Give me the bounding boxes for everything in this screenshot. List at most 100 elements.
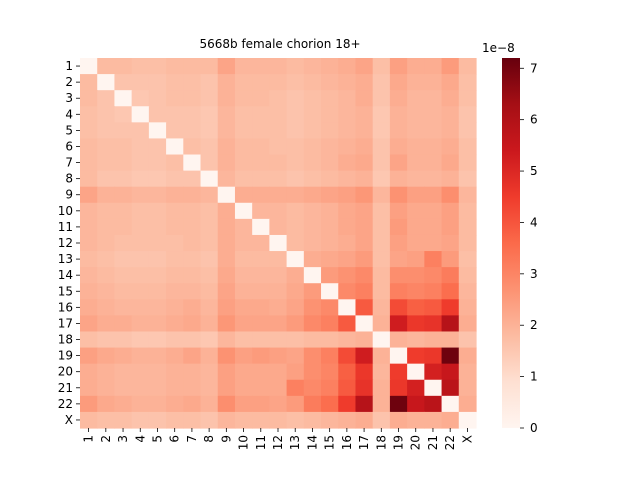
x-tick-label-7: 7 [185,435,199,443]
heatmap-cell-14-15 [321,267,339,284]
heatmap-cell-2-17 [355,74,374,91]
heatmap-cell-20-8 [200,363,219,381]
heatmap-cell-18-20 [407,331,425,349]
heatmap-cell-1-18 [372,58,391,75]
heatmap-cell-13-12 [269,251,288,268]
heatmap-cell-7-4 [131,154,150,172]
heatmap-cell-17-15 [321,315,339,333]
y-tick-label-3: 3 [65,91,73,105]
heatmap-cell-3-21 [424,90,443,107]
heatmap-cell-11-5 [148,218,167,236]
heatmap-cell-14-4 [131,267,150,284]
heatmap-cell-18-X [458,331,477,349]
heatmap-cell-12-16 [338,234,357,252]
heatmap-cell-17-4 [131,315,150,333]
x-tick-label-4: 4 [133,435,147,443]
heatmap-cell-8-22 [441,170,460,188]
heatmap-cell-9-7 [183,186,202,204]
x-tick-label-20: 20 [409,435,423,450]
heatmap-cell-2-2 [97,74,116,91]
heatmap-cell-10-12 [269,202,288,220]
heatmap-cell-18-19 [389,331,408,349]
heatmap-cell-1-X [458,58,477,75]
heatmap-cell-8-5 [148,170,167,188]
heatmap-cell-21-8 [200,379,219,397]
heatmap-cell-16-2 [97,299,116,316]
heatmap-cell-13-13 [286,251,305,268]
heatmap-cell-13-5 [148,251,167,268]
heatmap-cell-12-6 [166,234,184,252]
heatmap-cell-19-22 [441,347,460,365]
heatmap-cell-7-1 [80,154,98,172]
heatmap-cell-7-14 [303,154,322,172]
heatmap-cell-15-X [458,283,477,300]
heatmap-cell-20-3 [114,363,133,381]
heatmap-cell-7-3 [114,154,133,172]
heatmap-cell-X-14 [303,411,322,429]
x-tick-label-21: 21 [426,435,440,450]
heatmap-cell-10-14 [303,202,322,220]
heatmap-cell-X-X [458,411,477,429]
heatmap-cell-4-6 [166,106,184,123]
heatmap-cell-22-12 [269,395,288,413]
heatmap-cell-22-4 [131,395,150,413]
heatmap-cell-8-4 [131,170,150,188]
heatmap-cell-13-18 [372,251,391,268]
heatmap-cell-21-1 [80,379,98,397]
heatmap-cell-5-10 [234,122,253,140]
heatmap-cell-22-15 [321,395,339,413]
heatmap-cell-14-14 [303,267,322,284]
heatmap-cell-13-19 [389,251,408,268]
heatmap-cell-3-20 [407,90,425,107]
colorbar-tick-label-2: 2 [530,318,538,332]
heatmap-cell-18-21 [424,331,443,349]
heatmap-cell-X-6 [166,411,184,429]
heatmap-cell-15-20 [407,283,425,300]
heatmap-cell-11-3 [114,218,133,236]
heatmap-cell-13-2 [97,251,116,268]
heatmap-cell-19-6 [166,347,184,365]
heatmap-cell-9-15 [321,186,339,204]
y-tick-label-14: 14 [58,268,73,282]
colorbar [502,58,520,428]
heatmap-cell-5-17 [355,122,374,140]
heatmap-cell-15-15 [321,283,339,300]
colorbar-offset-label: 1e−8 [482,41,515,55]
heatmap-cell-4-21 [424,106,443,123]
y-tick-label-17: 17 [58,316,73,330]
heatmap-cell-X-5 [148,411,167,429]
heatmap-cell-11-4 [131,218,150,236]
heatmap-cell-11-20 [407,218,425,236]
heatmap-cell-X-20 [407,411,425,429]
heatmap-cell-X-15 [321,411,339,429]
heatmap-cell-9-21 [424,186,443,204]
heatmap-cell-11-15 [321,218,339,236]
x-tick-label-X: X [460,435,474,443]
heatmap-cell-13-3 [114,251,133,268]
heatmap-cell-19-1 [80,347,98,365]
heatmap-cell-3-3 [114,90,133,107]
x-tick-label-11: 11 [254,435,268,450]
heatmap-cell-10-15 [321,202,339,220]
heatmap-cell-19-4 [131,347,150,365]
heatmap-cell-19-2 [97,347,116,365]
heatmap-cell-2-5 [148,74,167,91]
heatmap-cell-2-X [458,74,477,91]
heatmap-cell-12-5 [148,234,167,252]
heatmap-cell-4-18 [372,106,391,123]
heatmap-cell-2-20 [407,74,425,91]
heatmap-cell-6-X [458,138,477,156]
y-tick-label-13: 13 [58,252,73,266]
heatmap-cell-5-11 [252,122,270,140]
heatmap-cell-18-17 [355,331,374,349]
heatmap-cell-8-6 [166,170,184,188]
heatmap-cell-8-21 [424,170,443,188]
heatmap-cell-20-16 [338,363,357,381]
heatmap-cell-5-14 [303,122,322,140]
heatmap-cell-1-11 [252,58,270,75]
heatmap-cell-17-X [458,315,477,333]
heatmap-cell-20-9 [217,363,236,381]
heatmap-cell-15-18 [372,283,391,300]
heatmap-cell-4-3 [114,106,133,123]
heatmap-cell-11-8 [200,218,219,236]
